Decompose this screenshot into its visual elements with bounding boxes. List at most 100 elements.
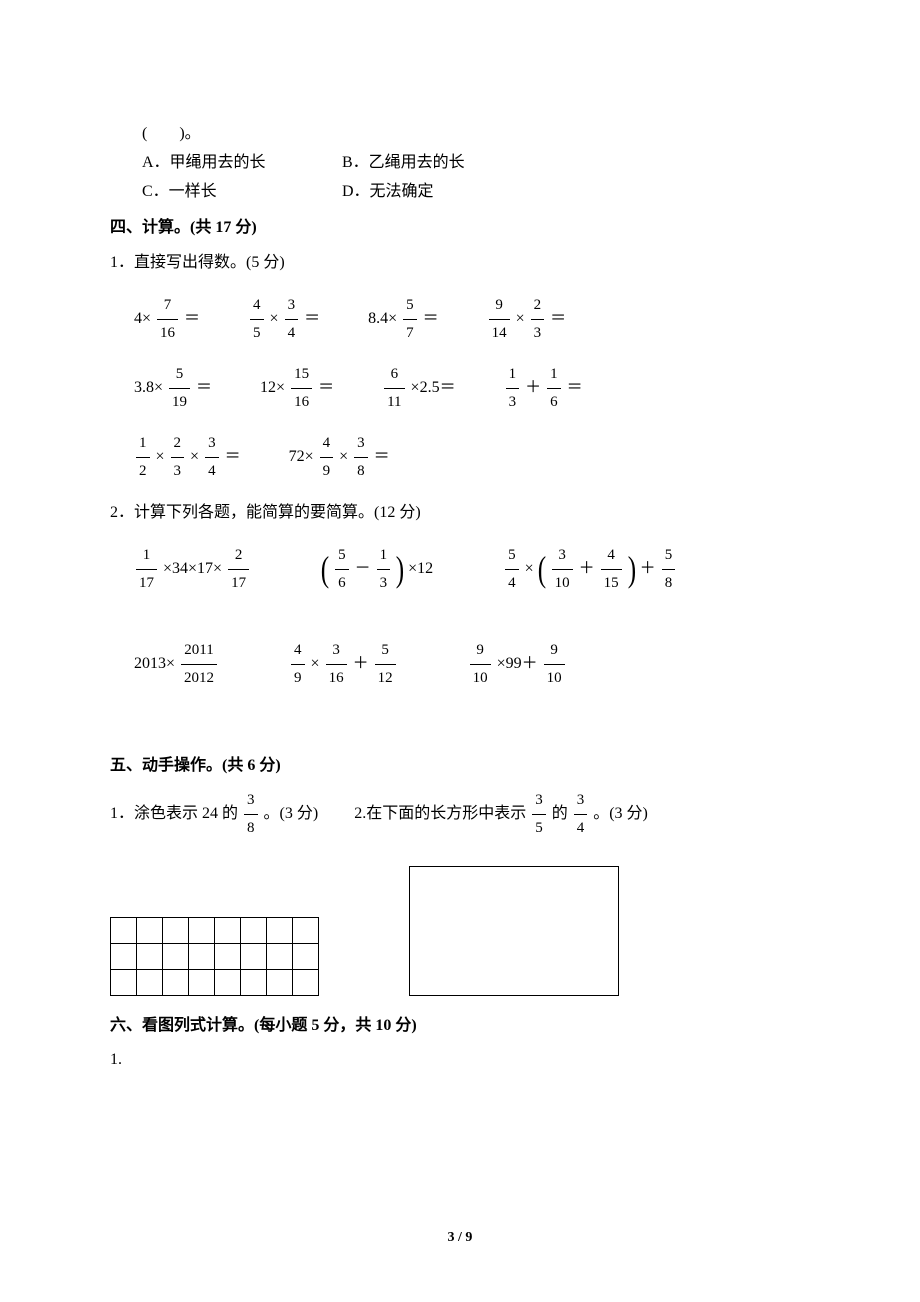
fraction: 512: [375, 637, 396, 692]
expr-text: ＝: [225, 448, 241, 465]
fraction: 316: [326, 637, 347, 692]
grid-cell: [267, 943, 293, 969]
page-number: 3 / 9: [0, 1230, 920, 1246]
expr-text: －: [355, 560, 371, 577]
option-c: C．一样长: [142, 178, 342, 207]
fraction: 16: [547, 361, 561, 416]
grid-cell: [189, 917, 215, 943]
section6-q1: 1.: [110, 1046, 810, 1075]
grid-cell: [163, 969, 189, 995]
expr-text: ×: [270, 310, 279, 327]
fraction: 54: [505, 542, 519, 597]
fraction: 117: [136, 542, 157, 597]
fraction: 1516: [291, 361, 312, 416]
expr-text: ＝: [550, 310, 566, 327]
expr-text: ＝: [196, 379, 212, 396]
fraction: 611: [384, 361, 404, 416]
fraction: 310: [552, 542, 573, 597]
expr-text: ＋: [579, 560, 595, 577]
fraction: 23: [531, 292, 545, 347]
grid-cell: [215, 969, 241, 995]
expr-text: 3.8×: [134, 379, 163, 396]
fraction: 910: [544, 637, 565, 692]
grid-cell: [111, 969, 137, 995]
fraction: 519: [169, 361, 190, 416]
s5-q1-post: 。(3 分): [264, 805, 319, 822]
expr-text: ×: [190, 448, 199, 465]
fraction: 56: [335, 542, 349, 597]
fraction: 914: [489, 292, 510, 347]
expr-text: 2013×: [134, 655, 175, 672]
s5-q1-pre: 1．涂色表示 24 的: [110, 805, 238, 822]
expr-text: ×2.5＝: [411, 379, 456, 396]
grid-cell: [241, 943, 267, 969]
grid-cell: [163, 917, 189, 943]
fraction: 13: [506, 361, 520, 416]
expr-text: ＋: [353, 655, 369, 672]
grid-cell: [137, 917, 163, 943]
s5-q2-pre: 2.在下面的长方形中表示: [354, 805, 526, 822]
option-a: A．甲绳用去的长: [142, 149, 342, 178]
expr-text: ×12: [408, 560, 433, 577]
fraction: 910: [470, 637, 491, 692]
fraction: 45: [250, 292, 264, 347]
grid-cell: [189, 943, 215, 969]
fraction: 58: [662, 542, 676, 597]
fraction: 34: [285, 292, 299, 347]
fraction: 38: [354, 430, 368, 485]
calc-row-3: 12 × 23 × 34 ＝ 72× 49 × 38 ＝: [110, 430, 810, 485]
expr-text: ×: [339, 448, 348, 465]
expr-text: ×: [516, 310, 525, 327]
fraction: 415: [601, 542, 622, 597]
expr-text: 4×: [134, 310, 151, 327]
fraction: 34: [205, 430, 219, 485]
expr-text: ×99＋: [497, 655, 538, 672]
fraction: 20112012: [181, 637, 217, 692]
expr-text: ×: [156, 448, 165, 465]
expr-text: ×34×17×: [163, 560, 222, 577]
fraction: 23: [171, 430, 185, 485]
expr-text: 72×: [289, 448, 314, 465]
grid-cell: [267, 969, 293, 995]
s5-q2-mid: 的: [552, 805, 568, 822]
fraction: 38: [244, 787, 258, 842]
grid-cell: [111, 943, 137, 969]
answer-grid: [110, 917, 319, 996]
section4-q1: 1．直接写出得数。(5 分): [110, 249, 810, 278]
section6-title: 六、看图列式计算。(每小题 5 分，共 10 分): [110, 1012, 810, 1041]
section4-title: 四、计算。(共 17 分): [110, 214, 810, 243]
grid-cell: [215, 917, 241, 943]
calc-row-2: 3.8× 519 ＝ 12× 1516 ＝ 611 ×2.5＝ 13 ＋ 16 …: [110, 361, 810, 416]
grid-cell: [293, 917, 319, 943]
grid-cell: [293, 969, 319, 995]
calc-row-5: 2013× 20112012 49 × 316 ＋ 512 910 ×99＋ 9…: [110, 637, 810, 692]
fraction: 57: [403, 292, 417, 347]
grid-cell: [163, 943, 189, 969]
calc-row-4: 117 ×34×17× 217 ( 56 － 13 ) ×12 54 × ( 3…: [110, 542, 810, 597]
calc-row-1: 4× 716 ＝ 45 × 34 ＝ 8.4× 57 ＝ 914 × 23 ＝: [110, 292, 810, 347]
answer-rectangle: [409, 866, 619, 996]
grid-cell: [111, 917, 137, 943]
expr-text: ×: [311, 655, 320, 672]
fraction: 49: [320, 430, 334, 485]
fraction: 13: [377, 542, 391, 597]
expr-text: ＋: [640, 560, 656, 577]
fraction: 35: [532, 787, 546, 842]
grid-cell: [267, 917, 293, 943]
expr-text: ＝: [567, 379, 583, 396]
option-b: B．乙绳用去的长: [342, 149, 542, 178]
s5-q2-post: 。(3 分): [593, 805, 648, 822]
fraction: 217: [228, 542, 249, 597]
expr-text: 8.4×: [368, 310, 397, 327]
grid-cell: [241, 917, 267, 943]
expr-text: 12×: [260, 379, 285, 396]
section5-title: 五、动手操作。(共 6 分): [110, 752, 810, 781]
prev-blank: ( )。: [110, 120, 810, 149]
grid-cell: [215, 943, 241, 969]
grid-cell: [241, 969, 267, 995]
fraction: 49: [291, 637, 305, 692]
grid-cell: [137, 969, 163, 995]
expr-text: ＝: [423, 310, 439, 327]
fraction: 12: [136, 430, 150, 485]
grid-cell: [189, 969, 215, 995]
